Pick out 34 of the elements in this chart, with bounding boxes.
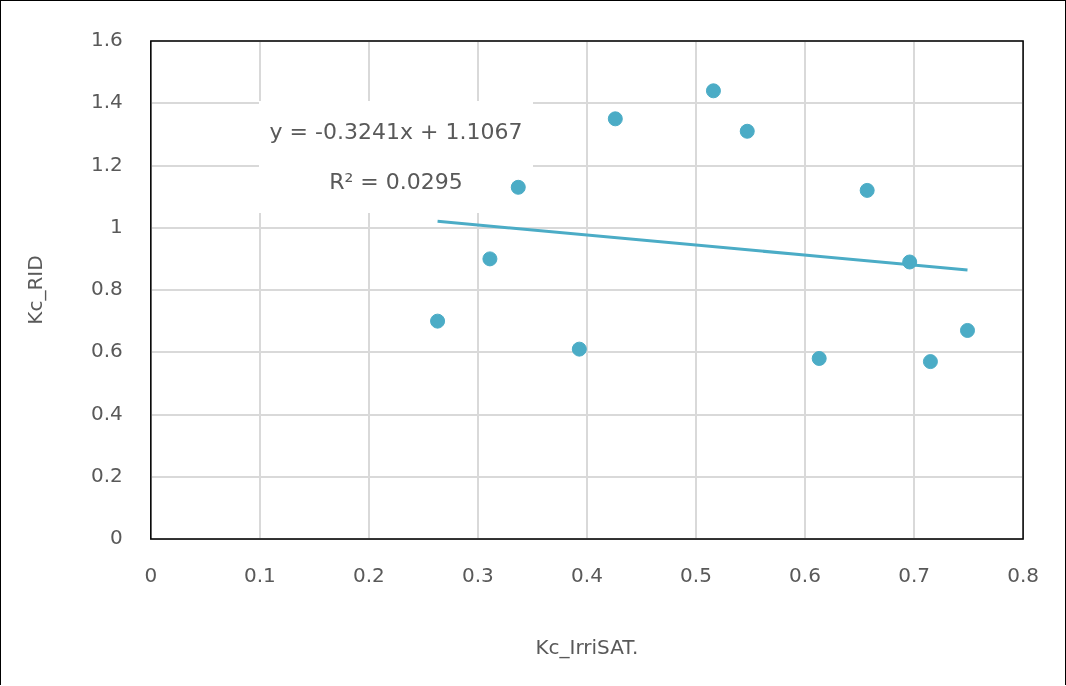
point <box>739 123 755 139</box>
point <box>859 182 875 198</box>
point <box>902 254 918 270</box>
annotation: y = -0.3241x + 1.1067 <box>269 118 523 144</box>
y-tick-label: 1.6 <box>90 27 123 52</box>
y-tick-label: 0.4 <box>90 400 123 425</box>
y-tick-label: 1.4 <box>90 89 123 114</box>
y-axis-title: Kc_RID <box>23 255 48 325</box>
point <box>811 350 827 366</box>
point <box>705 83 721 99</box>
annotation: R² = 0.0295 <box>329 168 463 194</box>
x-tick-label: 0.7 <box>898 563 930 588</box>
y-tick-label: 0.6 <box>90 338 123 363</box>
x-tick-label: 0.1 <box>243 563 276 588</box>
point <box>510 179 526 195</box>
point <box>482 251 498 267</box>
x-tick-label: 0.8 <box>1007 563 1039 588</box>
y-tick-label: 1 <box>110 213 123 238</box>
point <box>607 111 623 127</box>
y-tick-label: 0 <box>110 525 123 550</box>
point <box>430 313 446 329</box>
y-tick-label: 0.8 <box>90 276 123 301</box>
x-tick-label: 0.2 <box>352 563 385 588</box>
y-tick-label: 1.2 <box>90 151 123 176</box>
x-tick-label: 0.4 <box>571 563 603 588</box>
x-tick-label: 0.5 <box>680 563 712 588</box>
x-axis-title: Kc_IrriSAT. <box>535 635 639 660</box>
point <box>959 322 975 338</box>
x-tick-label: 0.6 <box>789 563 821 588</box>
y-tick-label: 0.2 <box>90 462 123 487</box>
point <box>922 354 938 370</box>
point <box>571 341 587 357</box>
x-tick-label: 0.3 <box>462 563 494 588</box>
x-tick-label: 0 <box>144 563 158 588</box>
